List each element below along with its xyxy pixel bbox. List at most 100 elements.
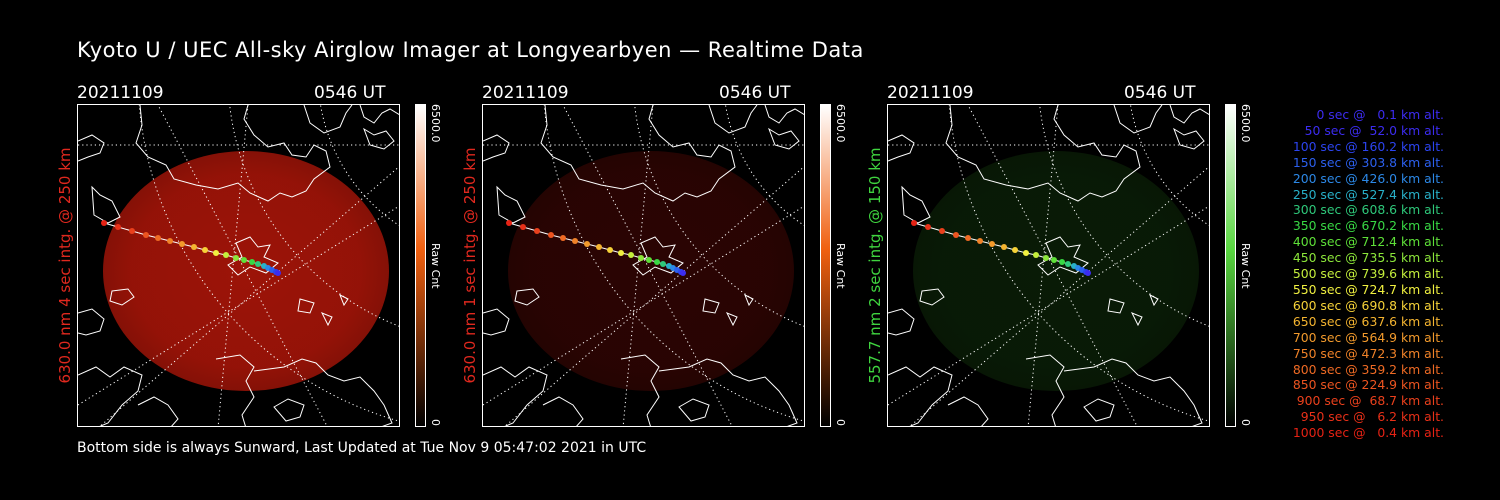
trajectory-point bbox=[1065, 261, 1071, 267]
trajectory-point bbox=[1033, 252, 1039, 258]
footer-status: Bottom side is always Sunward, Last Upda… bbox=[77, 440, 647, 456]
panel-2-colorbar-max: 6500.0 bbox=[834, 104, 847, 143]
legend-row: 300 sec @ 608.6 km alt. bbox=[1292, 202, 1444, 218]
legend-row: 1000 sec @ 0.4 km alt. bbox=[1292, 425, 1444, 441]
trajectory-point bbox=[638, 255, 644, 261]
legend-row: 500 sec @ 739.6 km alt. bbox=[1292, 266, 1444, 282]
trajectory-point bbox=[1059, 259, 1065, 265]
trajectory-point bbox=[506, 220, 512, 226]
lat-lon-grid bbox=[888, 105, 1209, 426]
trajectory-point bbox=[1085, 270, 1091, 276]
trajectory-point bbox=[129, 228, 135, 234]
legend-row: 650 sec @ 637.6 km alt. bbox=[1292, 313, 1444, 329]
trajectory-point bbox=[202, 247, 208, 253]
trajectory-point bbox=[115, 224, 121, 230]
trajectory-point bbox=[977, 238, 983, 244]
panel-1-colorbar bbox=[415, 104, 426, 427]
trajectory-point bbox=[646, 257, 652, 263]
panel-1-channel-label: 630.0 nm 4 sec intg. @ 250 km bbox=[56, 147, 74, 384]
panel-2-image bbox=[482, 104, 805, 427]
panel-2-colorbar-min: 0 bbox=[834, 419, 847, 426]
trajectory-point bbox=[654, 259, 660, 265]
trajectory bbox=[506, 220, 686, 276]
legend-row: 600 sec @ 690.8 km alt. bbox=[1292, 297, 1444, 313]
trajectory bbox=[101, 220, 281, 276]
trajectory-point bbox=[965, 235, 971, 241]
panel-3-colorbar bbox=[1225, 104, 1236, 427]
coastlines bbox=[483, 105, 804, 426]
panel-1-colorbar-max: 6500.0 bbox=[429, 104, 442, 143]
lat-lon-grid bbox=[483, 105, 804, 426]
trajectory-point bbox=[1043, 255, 1049, 261]
legend-row: 50 sec @ 52.0 km alt. bbox=[1304, 122, 1444, 138]
trajectory-point bbox=[596, 244, 602, 250]
panel-3-sky-map bbox=[888, 105, 1209, 426]
trajectory-point bbox=[233, 255, 239, 261]
trajectory-point bbox=[911, 220, 917, 226]
legend-row: 450 sec @ 735.5 km alt. bbox=[1292, 250, 1444, 266]
panel-2-colorbar bbox=[820, 104, 831, 427]
trajectory-point bbox=[1051, 257, 1057, 263]
legend-row: 750 sec @ 472.3 km alt. bbox=[1292, 345, 1444, 361]
legend-row: 900 sec @ 68.7 km alt. bbox=[1296, 393, 1444, 409]
trajectory-point bbox=[572, 238, 578, 244]
legend-row: 350 sec @ 670.2 km alt. bbox=[1292, 218, 1444, 234]
trajectory-point bbox=[223, 252, 229, 258]
trajectory-point bbox=[628, 252, 634, 258]
page-title: Kyoto U / UEC All-sky Airglow Imager at … bbox=[77, 38, 864, 62]
airglow-emission bbox=[913, 151, 1199, 391]
trajectory-point bbox=[255, 261, 261, 267]
panel-1-time: 0546 UT bbox=[314, 83, 386, 103]
panel-1-sky-map bbox=[78, 105, 399, 426]
legend-row: 250 sec @ 527.4 km alt. bbox=[1292, 186, 1444, 202]
panel-2-date: 20211109 bbox=[482, 83, 569, 103]
panel-1-image bbox=[77, 104, 400, 427]
trajectory-point bbox=[1012, 247, 1018, 253]
legend-row: 700 sec @ 564.9 km alt. bbox=[1292, 329, 1444, 345]
legend-row: 800 sec @ 359.2 km alt. bbox=[1292, 361, 1444, 377]
trajectory-point bbox=[143, 232, 149, 238]
trajectory-point bbox=[548, 232, 554, 238]
legend-row: 200 sec @ 426.0 km alt. bbox=[1292, 170, 1444, 186]
coastlines bbox=[78, 105, 399, 426]
trajectory-point bbox=[1023, 250, 1029, 256]
panel-2-time: 0546 UT bbox=[719, 83, 791, 103]
trajectory-point bbox=[925, 224, 931, 230]
legend-row: 850 sec @ 224.9 km alt. bbox=[1292, 377, 1444, 393]
legend-row: 0 sec @ 0.1 km alt. bbox=[1316, 107, 1444, 122]
panel-2-colorbar-unit: Raw Cnt bbox=[834, 243, 847, 289]
trajectory-point bbox=[155, 235, 161, 241]
lat-lon-grid bbox=[78, 105, 399, 426]
trajectory-point bbox=[191, 244, 197, 250]
trajectory-point bbox=[584, 241, 590, 247]
legend-row: 950 sec @ 6.2 km alt. bbox=[1300, 409, 1444, 425]
panel-1-date: 20211109 bbox=[77, 83, 164, 103]
trajectory-point bbox=[241, 257, 247, 263]
trajectory-point bbox=[1001, 244, 1007, 250]
trajectory-point bbox=[520, 224, 526, 230]
trajectory-legend: 0 sec @ 0.1 km alt. 50 sec @ 52.0 km alt.… bbox=[1262, 107, 1444, 441]
trajectory-point bbox=[179, 241, 185, 247]
legend-row: 150 sec @ 303.8 km alt. bbox=[1292, 154, 1444, 170]
panel-2-channel-label: 630.0 nm 1 sec intg. @ 250 km bbox=[461, 147, 479, 384]
trajectory-point bbox=[989, 241, 995, 247]
trajectory-point bbox=[101, 220, 107, 226]
panel-3-colorbar-min: 0 bbox=[1239, 419, 1252, 426]
trajectory-point bbox=[213, 250, 219, 256]
trajectory-point bbox=[660, 261, 666, 267]
trajectory-point bbox=[953, 232, 959, 238]
panel-3-colorbar-max: 6500.0 bbox=[1239, 104, 1252, 143]
airglow-emission bbox=[508, 151, 794, 391]
trajectory-point bbox=[275, 270, 281, 276]
trajectory-point bbox=[618, 250, 624, 256]
coastlines bbox=[888, 105, 1209, 426]
legend-row: 400 sec @ 712.4 km alt. bbox=[1292, 234, 1444, 250]
panel-3-channel-label: 557.7 nm 2 sec intg. @ 150 km bbox=[866, 147, 884, 384]
trajectory-point bbox=[607, 247, 613, 253]
trajectory-point bbox=[939, 228, 945, 234]
legend-row: 100 sec @ 160.2 km alt. bbox=[1292, 138, 1444, 154]
panel-3-date: 20211109 bbox=[887, 83, 974, 103]
panel-3-time: 0546 UT bbox=[1124, 83, 1196, 103]
trajectory bbox=[911, 220, 1091, 276]
trajectory-point bbox=[560, 235, 566, 241]
